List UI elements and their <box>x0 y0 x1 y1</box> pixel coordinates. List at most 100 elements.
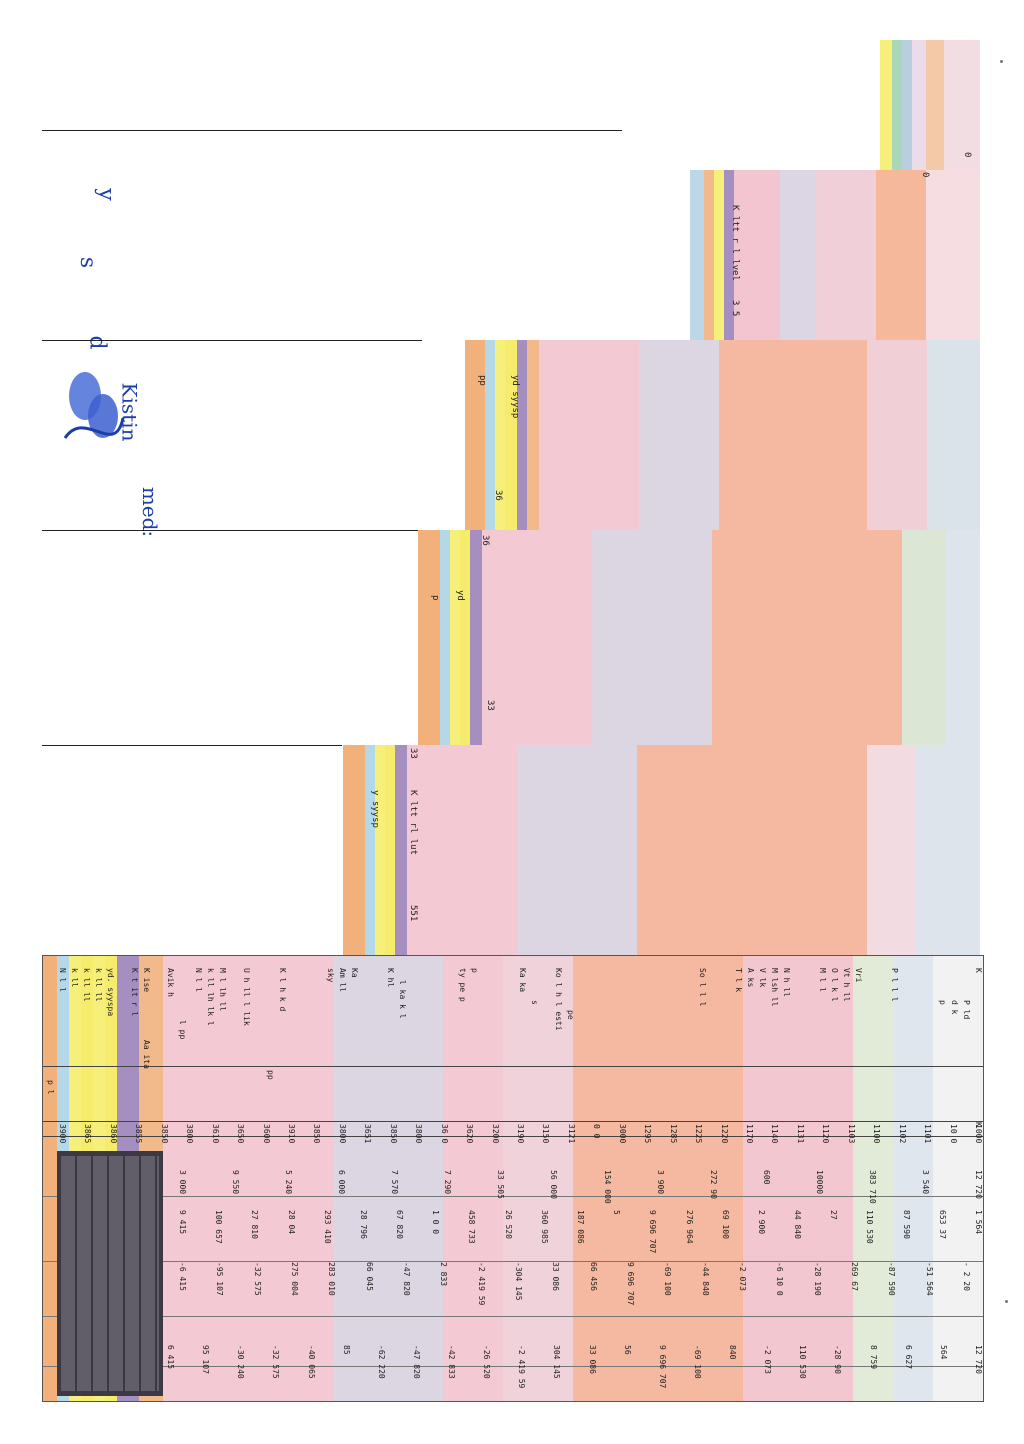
block-4 <box>418 530 980 745</box>
code-cell: 3800 <box>414 1124 423 1144</box>
value-cell: -2 073 <box>763 1345 772 1374</box>
row-label: Aa ita <box>142 1040 151 1069</box>
row-label: yd. syyspa <box>106 968 115 1017</box>
value-cell: 276 964 <box>685 1210 694 1244</box>
value-cell: 69 100 <box>721 1210 730 1239</box>
value-cell: 3 540 <box>921 1170 930 1195</box>
block-4-code-2: 33 <box>485 700 495 711</box>
redacted-block <box>57 1151 163 1396</box>
value-cell: 9 696 707 <box>658 1345 667 1389</box>
separator-line <box>42 130 622 131</box>
code-cell: 3150 <box>541 1124 550 1144</box>
value-cell: -304 145 <box>514 1262 523 1301</box>
row-label: k ll ll <box>94 968 103 1002</box>
value-cell: 6 000 <box>337 1170 346 1195</box>
value-cell: 458 733 <box>467 1210 476 1244</box>
code-cell: 1295 <box>643 1124 652 1144</box>
code-cell: 3860 <box>109 1124 118 1144</box>
code-cell: 3850 <box>389 1124 398 1144</box>
code-cell: 3610 <box>211 1124 220 1144</box>
value-cell: 187 086 <box>576 1210 585 1244</box>
value-cell: -2 073 <box>738 1262 747 1291</box>
code-cell: 1101 <box>923 1124 932 1144</box>
value-cell: 564 <box>939 1345 948 1360</box>
value-cell: 87 590 <box>902 1210 911 1239</box>
value-cell: 600 <box>762 1170 771 1185</box>
separator-line <box>42 340 422 341</box>
code-cell: 0 0 <box>592 1124 601 1139</box>
value-cell: 360 985 <box>540 1210 549 1244</box>
value-cell: 5 240 <box>284 1170 293 1195</box>
block-2-number: 0 <box>920 172 930 178</box>
separator-line <box>42 745 342 746</box>
code-cell: 1140 <box>770 1124 779 1144</box>
value-cell: 95 107 <box>201 1345 210 1374</box>
separator-line <box>42 530 462 531</box>
row-label: k ll ll <box>82 968 91 1002</box>
block-5-code: 33 <box>408 748 418 759</box>
block-4-label-p: p <box>430 595 440 601</box>
value-cell: 33 505 <box>496 1170 505 1199</box>
value-cell: 28 04 <box>287 1210 296 1235</box>
row-label: A ks <box>746 968 755 988</box>
value-cell: 275 004 <box>290 1262 299 1296</box>
row-label: k ll lh lk l <box>206 968 215 1026</box>
row-label: K l h k d <box>278 968 287 1012</box>
value-cell: 840 <box>728 1345 737 1360</box>
code-cell: 3650 <box>236 1124 245 1144</box>
block-5 <box>343 745 980 955</box>
value-cell: 1 0 0 <box>431 1210 440 1235</box>
row-label: N l l <box>58 968 67 993</box>
handwritten-signature-text: Kistin <box>117 382 142 442</box>
block-4-label: yd <box>455 590 465 601</box>
code-cell: 1225 <box>694 1124 703 1144</box>
value-cell: 33 086 <box>588 1345 597 1374</box>
block-5-label: K ltt rl lut <box>408 790 418 856</box>
value-cell: 110 530 <box>798 1345 807 1379</box>
value-cell: 653 37 <box>938 1210 947 1239</box>
value-cell: -47 820 <box>402 1262 411 1296</box>
block-1: 0 <box>880 40 980 170</box>
value-cell: 56 <box>623 1345 632 1355</box>
value-cell: -2 419 59 <box>477 1262 486 1306</box>
value-cell: 6 415 <box>166 1345 175 1370</box>
row-label: P l l l <box>890 968 899 1002</box>
handwritten-note-1: y <box>93 188 119 201</box>
value-cell: 154 000 <box>603 1170 612 1204</box>
value-cell: -2 419 59 <box>517 1345 526 1389</box>
row-label: N h ll <box>782 968 791 997</box>
value-cell: -42 833 <box>447 1345 456 1379</box>
code-cell: 10 0 <box>949 1124 958 1144</box>
value-cell: -32 575 <box>271 1345 280 1379</box>
block-2-code: 3 5 <box>730 300 740 317</box>
block-2-label: K ltt r l lvel <box>730 205 740 281</box>
value-cell: 9 415 <box>178 1210 187 1235</box>
row-label: p <box>938 1000 947 1005</box>
block-5-label-y: y syysp <box>370 790 380 828</box>
code-cell: 3600 <box>262 1124 271 1144</box>
row-label: pp <box>266 1070 275 1080</box>
value-cell: 1 564 <box>974 1210 983 1235</box>
scan-mark <box>1000 60 1003 63</box>
code-cell: 3900 <box>58 1124 67 1144</box>
block-3-code: 36 <box>493 490 503 501</box>
block-3-label-pp: pp <box>477 375 487 386</box>
row-label: So l l l <box>698 968 707 1007</box>
block-3-label: yd syysp <box>510 375 520 419</box>
value-cell: -26 520 <box>482 1345 491 1379</box>
code-cell: 3850 <box>160 1124 169 1144</box>
value-cell: 66 045 <box>365 1262 374 1291</box>
value-cell: 383 710 <box>868 1170 877 1204</box>
value-cell: 7 290 <box>443 1170 452 1195</box>
value-cell: 2 900 <box>757 1210 766 1235</box>
row-label: O l k l <box>830 968 839 1002</box>
row-label: K <box>974 968 983 973</box>
value-cell: 85 <box>342 1345 351 1355</box>
main-table <box>42 955 984 1402</box>
row-label: N l l <box>194 968 203 993</box>
code-cell: 3800 <box>185 1124 194 1144</box>
value-cell: 100 657 <box>214 1210 223 1244</box>
value-cell: 2 833 <box>439 1262 448 1287</box>
row-label: s <box>530 1000 539 1005</box>
row-label: ty pe p <box>458 968 467 1002</box>
